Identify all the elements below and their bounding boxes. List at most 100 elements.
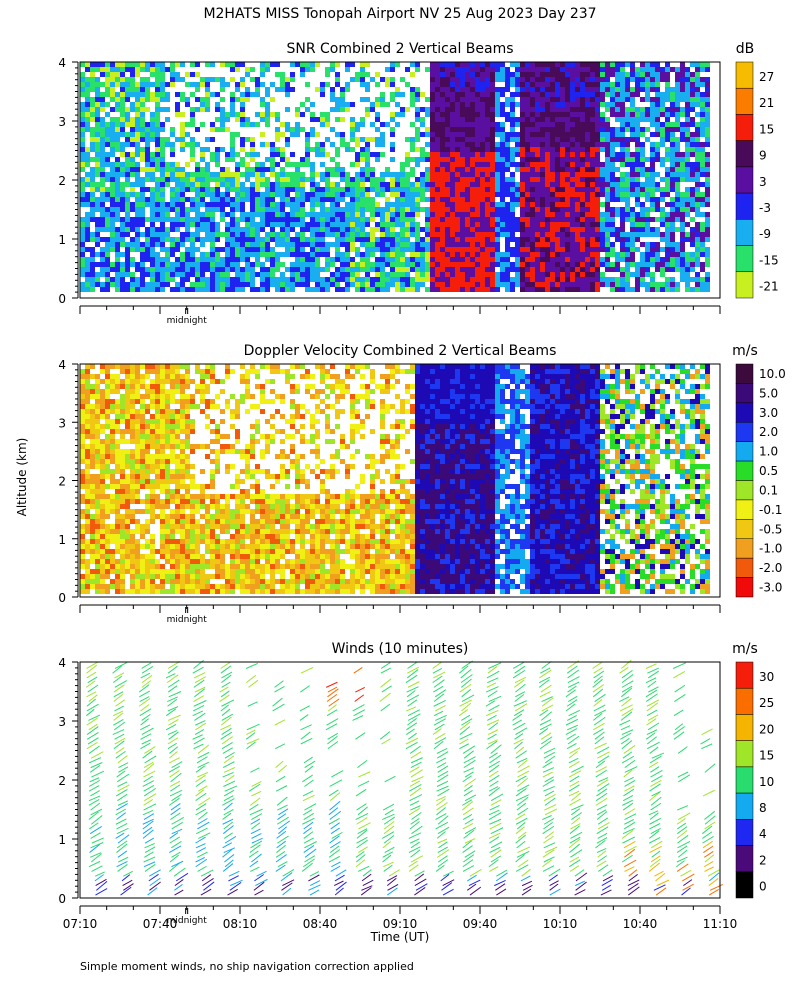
heatmap-cell (260, 242, 265, 247)
heatmap-cell (195, 142, 200, 147)
heatmap-cell (110, 192, 115, 197)
heatmap-cell (535, 147, 540, 152)
heatmap-cell (540, 102, 545, 107)
heatmap-cell (305, 142, 310, 147)
heatmap-cell (185, 232, 190, 237)
heatmap-cell (460, 187, 465, 192)
heatmap-cell (520, 152, 525, 157)
heatmap-cell (130, 67, 135, 72)
heatmap-cell (600, 147, 605, 152)
heatmap-cell (545, 102, 550, 107)
heatmap-cell (505, 152, 510, 157)
heatmap-cell (315, 212, 320, 217)
heatmap-cell (520, 197, 525, 202)
heatmap-cell (210, 277, 215, 282)
heatmap-cell (115, 192, 120, 197)
heatmap-cell (335, 282, 340, 287)
heatmap-cell (130, 92, 135, 97)
heatmap-cell (590, 142, 595, 147)
heatmap-cell (385, 77, 390, 82)
heatmap-cell (215, 152, 220, 157)
heatmap-cell (600, 127, 605, 132)
heatmap-cell (425, 247, 430, 252)
heatmap-cell (200, 77, 205, 82)
heatmap-cell (645, 247, 650, 252)
heatmap-cell (85, 409, 90, 414)
heatmap-cell (470, 162, 475, 167)
heatmap-cell (335, 182, 340, 187)
heatmap-cell (665, 262, 670, 267)
heatmap-cell (80, 409, 85, 414)
heatmap-cell (240, 157, 245, 162)
heatmap-cell (350, 62, 355, 67)
heatmap-cell (370, 182, 375, 187)
heatmap-cell (445, 172, 450, 177)
heatmap-cell (80, 127, 85, 132)
heatmap-cell (680, 132, 685, 137)
heatmap-cell (320, 237, 325, 242)
heatmap-cell (340, 212, 345, 217)
heatmap-cell (465, 187, 470, 192)
heatmap-cell (460, 117, 465, 122)
heatmap-cell (430, 152, 435, 157)
heatmap-cell (450, 97, 455, 102)
heatmap-cell (460, 92, 465, 97)
heatmap-cell (110, 177, 115, 182)
heatmap-cell (220, 62, 225, 67)
heatmap-cell (610, 167, 615, 172)
heatmap-cell (540, 82, 545, 87)
heatmap-cell (690, 77, 695, 82)
heatmap-cell (610, 242, 615, 247)
heatmap-cell (590, 257, 595, 262)
heatmap-cell (505, 287, 510, 292)
heatmap-cell (110, 374, 115, 379)
heatmap-cell (125, 172, 130, 177)
heatmap-cell (515, 102, 520, 107)
heatmap-cell (365, 272, 370, 277)
heatmap-cell (705, 262, 710, 267)
heatmap-cell (215, 277, 220, 282)
heatmap-cell (625, 107, 630, 112)
heatmap-cell (240, 207, 245, 212)
heatmap-cell (705, 272, 710, 277)
heatmap-cell (595, 147, 600, 152)
heatmap-cell (205, 182, 210, 187)
heatmap-cell (315, 267, 320, 272)
heatmap-cell (400, 187, 405, 192)
heatmap-cell (255, 92, 260, 97)
heatmap-cell (290, 187, 295, 192)
heatmap-cell (265, 197, 270, 202)
heatmap-cell (130, 172, 135, 177)
heatmap-cell (465, 277, 470, 282)
heatmap-cell (675, 247, 680, 252)
heatmap-cell (705, 232, 710, 237)
heatmap-cell (530, 282, 535, 287)
heatmap-cell (540, 282, 545, 287)
heatmap-cell (370, 247, 375, 252)
heatmap-cell (490, 172, 495, 177)
heatmap-cell (110, 142, 115, 147)
heatmap-cell (525, 242, 530, 247)
heatmap-cell (355, 232, 360, 237)
heatmap-cell (620, 117, 625, 122)
heatmap-cell (80, 564, 85, 569)
heatmap-cell (670, 202, 675, 207)
heatmap-cell (220, 202, 225, 207)
heatmap-cell (100, 207, 105, 212)
heatmap-cell (435, 222, 440, 227)
heatmap-cell (260, 117, 265, 122)
heatmap-cell (285, 172, 290, 177)
heatmap-cell (445, 257, 450, 262)
heatmap-cell (570, 277, 575, 282)
heatmap-cell (260, 162, 265, 167)
heatmap-cell (425, 242, 430, 247)
heatmap-cell (650, 182, 655, 187)
heatmap-cell (110, 172, 115, 177)
heatmap-cell (95, 137, 100, 142)
heatmap-cell (450, 142, 455, 147)
heatmap-cell (590, 162, 595, 167)
heatmap-cell (390, 272, 395, 277)
heatmap-cell (315, 87, 320, 92)
heatmap-cell (330, 227, 335, 232)
heatmap-cell (695, 222, 700, 227)
